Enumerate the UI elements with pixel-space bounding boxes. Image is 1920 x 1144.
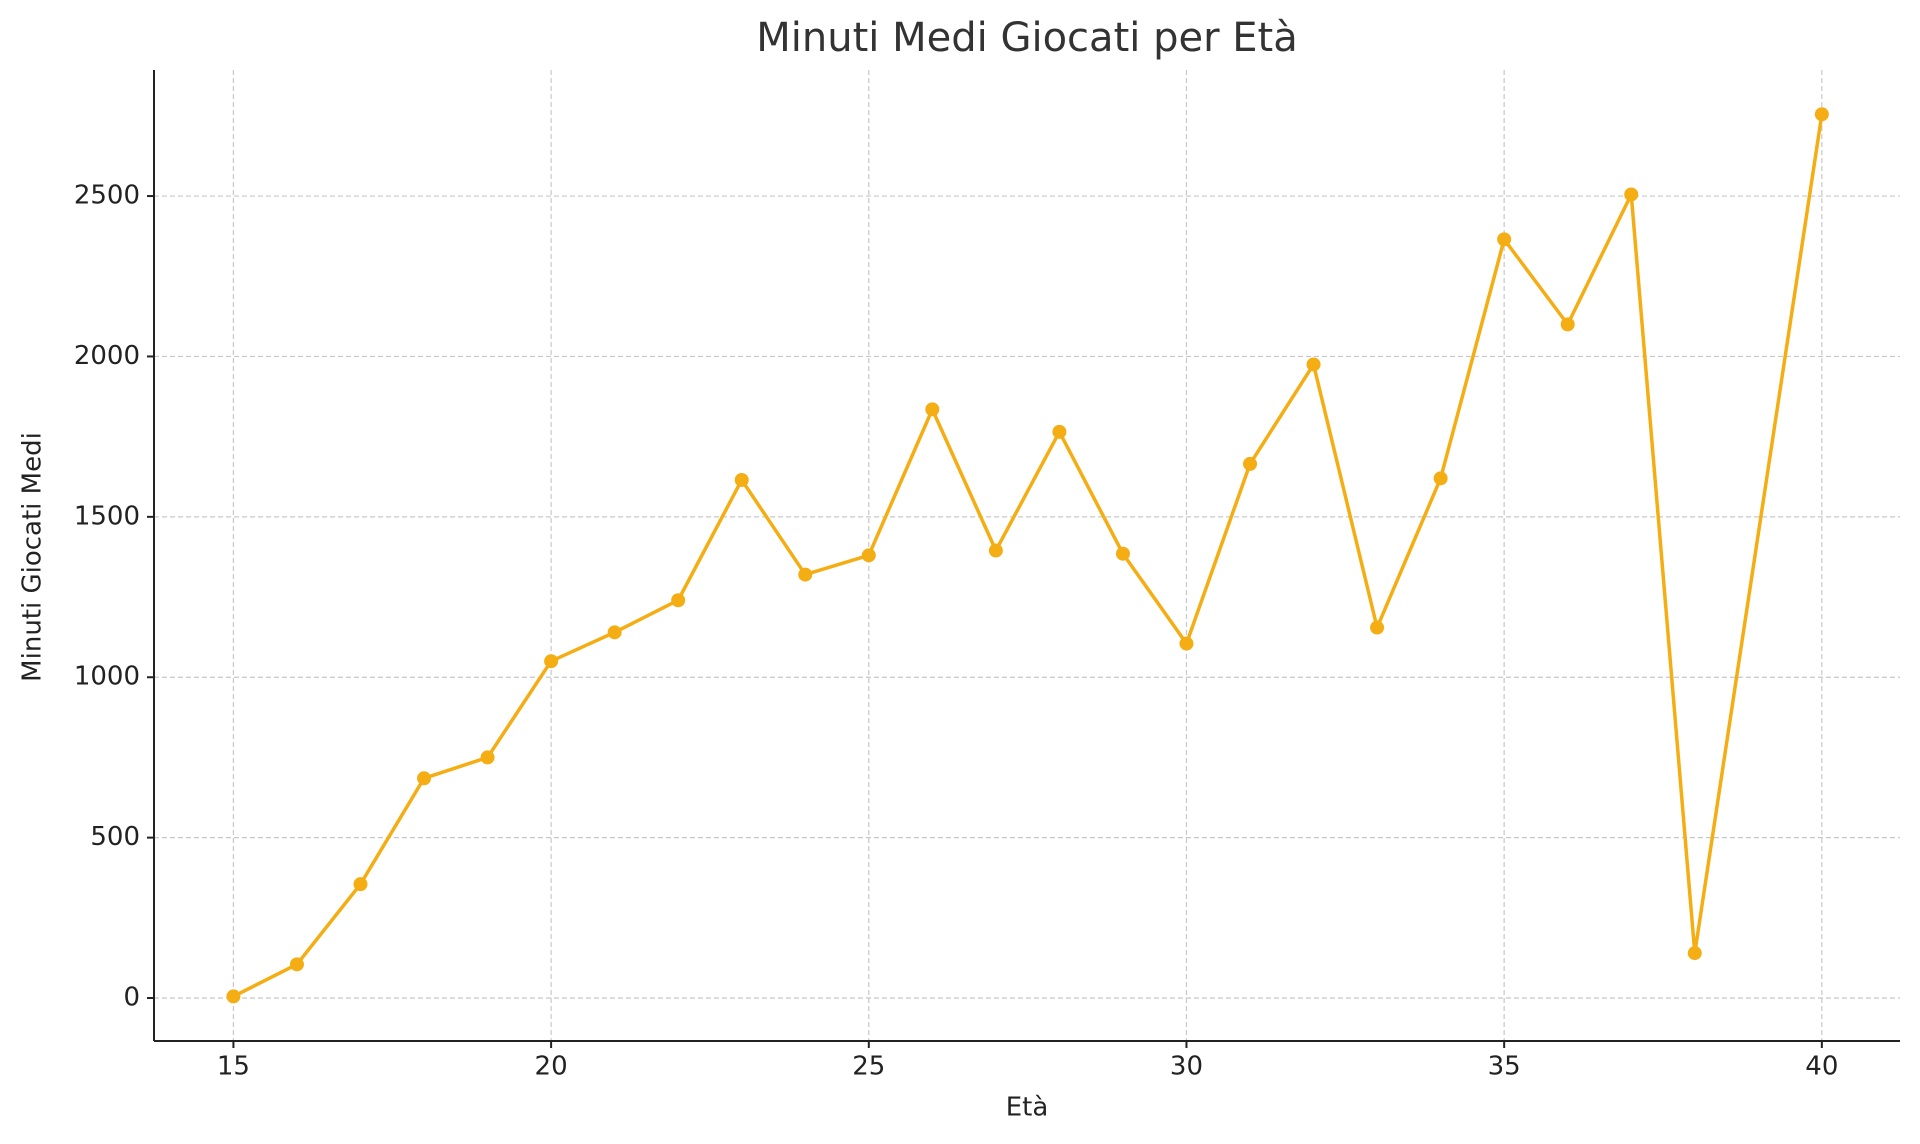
point (1814, 107, 1829, 122)
point (1624, 187, 1639, 202)
point (1497, 232, 1512, 247)
point (1115, 546, 1130, 561)
y-tick-label: 0 (123, 983, 140, 1013)
point (417, 771, 432, 786)
point (1179, 636, 1194, 651)
line (232, 114, 1824, 998)
point (1560, 317, 1575, 332)
point (1243, 456, 1258, 471)
point (353, 877, 368, 892)
point (1306, 357, 1321, 372)
x-tick-label: 15 (217, 1052, 250, 1082)
point (671, 593, 686, 608)
x-tick-label: 20 (535, 1052, 568, 1082)
point (607, 625, 622, 640)
y-tick-label: 1500 (74, 501, 140, 531)
point (1370, 620, 1385, 635)
point (226, 989, 241, 1004)
point (544, 654, 559, 669)
point (480, 750, 495, 765)
y-tick-label: 2500 (74, 181, 140, 211)
x-axis-label: Età (1006, 1093, 1049, 1123)
point (798, 567, 813, 582)
point (1433, 471, 1448, 486)
y-tick-label: 500 (90, 822, 140, 852)
point (1052, 424, 1067, 439)
point (861, 548, 876, 563)
point (289, 957, 304, 972)
y-axis-label: Minuti Giocati Medi (18, 432, 48, 682)
point (925, 402, 940, 417)
point (988, 543, 1003, 558)
x-tick-label: 30 (1170, 1052, 1203, 1082)
chart-title: Minuti Medi Giocati per Età (756, 15, 1297, 61)
x-tick-label: 35 (1488, 1052, 1521, 1082)
point (1687, 946, 1702, 961)
y-tick-label: 2000 (74, 341, 140, 371)
x-tick-label: 25 (852, 1052, 885, 1082)
x-tick-label: 40 (1805, 1052, 1838, 1082)
point (734, 472, 749, 487)
y-tick-label: 1000 (74, 662, 140, 692)
